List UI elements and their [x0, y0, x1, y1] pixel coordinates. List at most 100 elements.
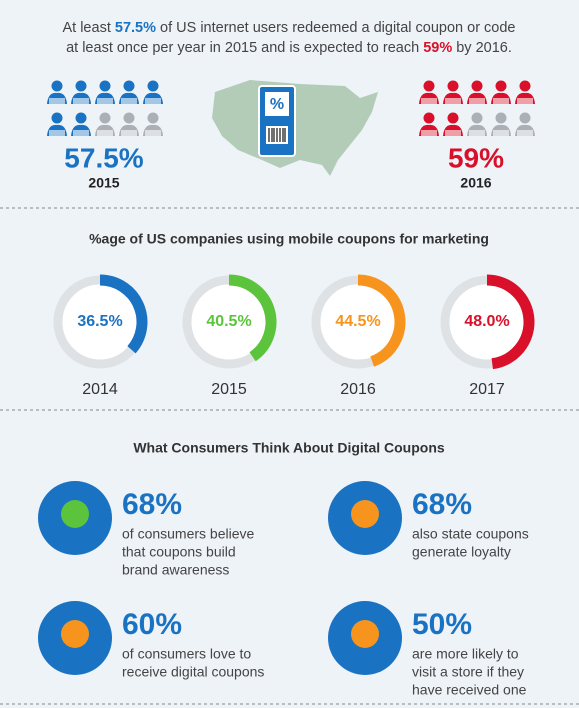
- user-share: 59%: [448, 142, 504, 173]
- person-head: [75, 80, 87, 92]
- person-laptop: [469, 98, 485, 104]
- person-head: [495, 112, 507, 124]
- person-icon: [515, 80, 535, 104]
- person-laptop: [121, 98, 137, 104]
- person-head: [519, 80, 531, 92]
- user-year: 2015: [88, 175, 119, 191]
- stat-text: are more likely to: [412, 646, 519, 662]
- person-head: [147, 112, 159, 124]
- person-laptop: [49, 98, 65, 104]
- stat-value: 50%: [412, 608, 472, 641]
- person-head: [471, 112, 483, 124]
- person-icon: [467, 80, 487, 104]
- person-icon: [47, 112, 67, 136]
- intro-text: by 2016.: [452, 40, 512, 56]
- intro-text: At least: [62, 20, 114, 36]
- donut-label: 48.0%: [464, 313, 509, 330]
- section-title: What Consumers Think About Digital Coupo…: [133, 440, 445, 456]
- person-head: [99, 80, 111, 92]
- stat-text: of consumers love to: [122, 646, 251, 662]
- person-laptop: [421, 98, 437, 104]
- person-laptop: [517, 98, 533, 104]
- user-year: 2016: [460, 175, 491, 191]
- intro-highlight: 59%: [423, 40, 452, 56]
- donut-year: 2015: [211, 381, 247, 398]
- intro-text: of US internet users redeemed a digital …: [156, 20, 516, 36]
- person-laptop: [145, 98, 161, 104]
- person-icon: [515, 112, 535, 136]
- person-icon: [71, 112, 91, 136]
- stat-value: 68%: [122, 488, 182, 521]
- person-icon: [143, 80, 163, 104]
- donut-year: 2017: [469, 381, 505, 398]
- person-icon: [71, 80, 91, 104]
- intro-line: at least once per year in 2015 and is ex…: [66, 40, 512, 56]
- stat-value: 68%: [412, 488, 472, 521]
- stat-text: brand awareness: [122, 562, 229, 578]
- donut-arc: [486, 274, 535, 370]
- person-icon: [95, 112, 115, 136]
- stat-icon-detail: [351, 500, 379, 528]
- person-head: [99, 112, 111, 124]
- donut-label: 36.5%: [77, 313, 122, 330]
- barcode: [266, 126, 288, 144]
- stat-text: generate loyalty: [412, 544, 511, 560]
- intro-text: at least once per year in 2015 and is ex…: [66, 40, 423, 56]
- person-head: [51, 80, 63, 92]
- person-icon: [491, 112, 511, 136]
- person-head: [51, 112, 63, 124]
- chart-title: %age of US companies using mobile coupon…: [89, 231, 489, 247]
- person-head: [123, 80, 135, 92]
- person-icon: [443, 80, 463, 104]
- person-icon: [467, 112, 487, 136]
- person-icon: [95, 80, 115, 104]
- person-icon: [47, 80, 67, 104]
- stat-text: that coupons build: [122, 544, 236, 560]
- person-laptop: [49, 130, 65, 136]
- coupon-icon: [265, 92, 289, 116]
- person-laptop: [97, 130, 113, 136]
- person-laptop: [517, 130, 533, 136]
- person-laptop: [421, 130, 437, 136]
- stat-value: 60%: [122, 608, 182, 641]
- person-icon: [119, 80, 139, 104]
- person-icon: [119, 112, 139, 136]
- stat-text: of consumers believe: [122, 526, 255, 542]
- person-icon: [491, 80, 511, 104]
- donut-arc: [99, 274, 148, 354]
- person-head: [423, 112, 435, 124]
- person-icon: [419, 80, 439, 104]
- stat-text: receive digital coupons: [122, 664, 264, 680]
- person-head: [75, 112, 87, 124]
- donut-label: 44.5%: [335, 313, 380, 330]
- donut-year: 2016: [340, 381, 376, 398]
- donut-label: 40.5%: [206, 313, 251, 330]
- person-icon: [419, 112, 439, 136]
- intro-highlight: 57.5%: [115, 20, 156, 36]
- stat-text: also state coupons: [412, 526, 529, 542]
- person-laptop: [145, 130, 161, 136]
- person-head: [123, 112, 135, 124]
- person-head: [147, 80, 159, 92]
- stat-icon-detail: [351, 620, 379, 648]
- person-icon: [143, 112, 163, 136]
- person-laptop: [493, 98, 509, 104]
- person-laptop: [121, 130, 137, 136]
- person-laptop: [73, 130, 89, 136]
- person-laptop: [493, 130, 509, 136]
- person-head: [495, 80, 507, 92]
- person-head: [423, 80, 435, 92]
- person-icon: [443, 112, 463, 136]
- stat-text: have received one: [412, 682, 527, 698]
- person-laptop: [445, 130, 461, 136]
- donut-arc: [228, 274, 277, 362]
- donut-year: 2014: [82, 381, 118, 398]
- person-laptop: [445, 98, 461, 104]
- stat-icon-detail: [61, 620, 89, 648]
- person-laptop: [469, 130, 485, 136]
- person-head: [519, 112, 531, 124]
- person-laptop: [73, 98, 89, 104]
- user-share: 57.5%: [64, 142, 143, 173]
